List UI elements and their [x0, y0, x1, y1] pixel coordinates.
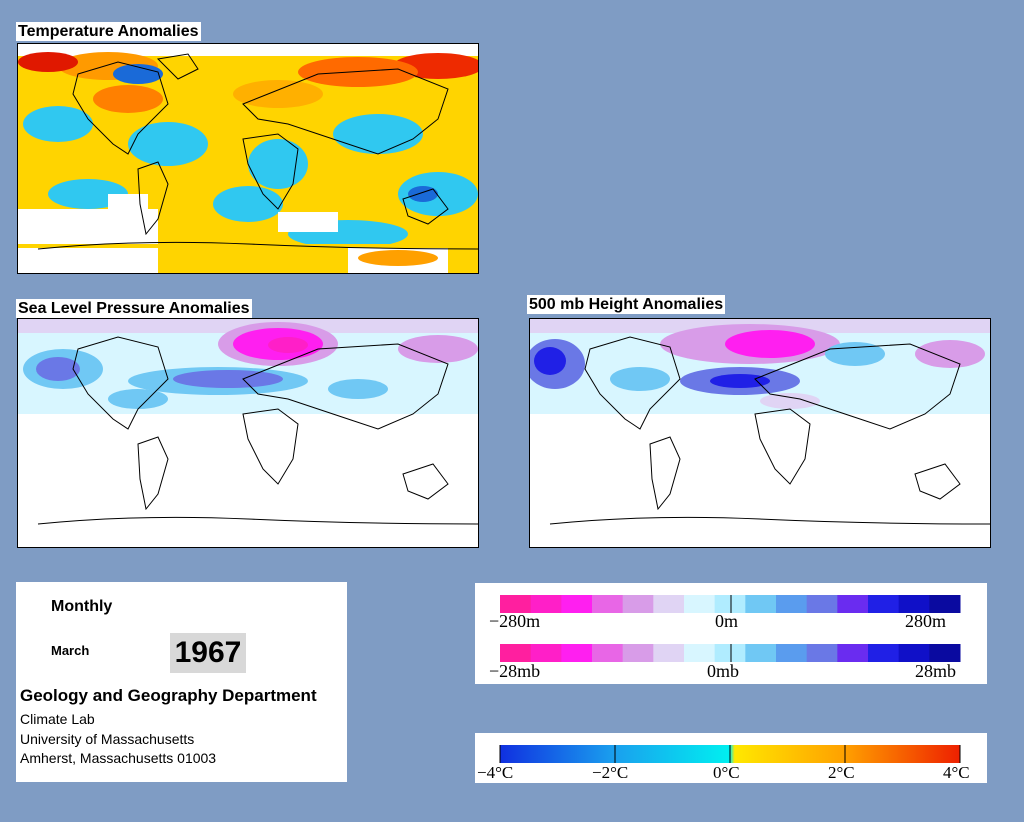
height-bar-swatch — [622, 595, 654, 613]
pressure-bar-swatch — [929, 644, 961, 662]
slp-anomaly-map — [17, 318, 479, 548]
department-name: Geology and Geography Department — [20, 686, 317, 705]
pressure-bar-swatch — [530, 644, 562, 662]
height-bar-swatch — [929, 595, 961, 613]
pressure-color-bar — [500, 644, 961, 662]
height-bar-swatch — [806, 595, 838, 613]
height-color-bar — [500, 595, 961, 613]
height-bar-swatch — [500, 595, 532, 613]
height-bar-swatch — [684, 595, 716, 613]
pressure-bar-swatch — [561, 644, 593, 662]
height500-anomaly-map — [529, 318, 991, 548]
height-min-label: −280m — [489, 611, 540, 631]
temperature-panel-title: Temperature Anomalies — [16, 22, 201, 41]
height-max-label: 280m — [905, 611, 946, 631]
height-mid-label: 0m — [715, 611, 738, 631]
pressure-bar-swatch — [837, 644, 869, 662]
lab-name: Climate Lab — [20, 711, 95, 727]
temp-label-neg2: −2°C — [592, 763, 628, 782]
height-bar-swatch — [714, 595, 746, 613]
period-label: Monthly — [51, 598, 113, 615]
height-bar-swatch — [653, 595, 685, 613]
height500-panel-title: 500 mb Height Anomalies — [527, 295, 726, 314]
height-bar-swatch — [561, 595, 593, 613]
temp-label-neg4: −4°C — [477, 763, 513, 782]
pressure-bar-swatch — [868, 644, 900, 662]
university-name: University of Massachusetts — [20, 731, 195, 747]
pressure-bar-swatch — [745, 644, 777, 662]
temp-label-2: 2°C — [828, 763, 855, 782]
pressure-bar-swatch — [592, 644, 624, 662]
address-line: Amherst, Massachusetts 01003 — [20, 750, 217, 766]
pressure-bar-swatch — [622, 644, 654, 662]
temperature-legend-box: −4°C −2°C 0°C 2°C 4°C — [475, 733, 987, 783]
pressure-bar-swatch — [684, 644, 716, 662]
pressure-max-label: 28mb — [915, 661, 956, 681]
pressure-bar-swatch — [898, 644, 930, 662]
pressure-bar-swatch — [653, 644, 685, 662]
height-bar-swatch — [776, 595, 808, 613]
temp-label-0: 0°C — [713, 763, 740, 782]
height-bar-swatch — [837, 595, 869, 613]
height-bar-swatch — [530, 595, 562, 613]
hp-legend-box: −280m 0m 280m −28mb 0mb 28mb — [475, 583, 987, 684]
height-bar-swatch — [745, 595, 777, 613]
pressure-bar-swatch — [714, 644, 746, 662]
height-bar-swatch — [592, 595, 624, 613]
temperature-anomaly-map — [17, 43, 479, 274]
slp-panel-title: Sea Level Pressure Anomalies — [16, 299, 252, 318]
temp-label-4: 4°C — [943, 763, 970, 782]
height-bar-swatch — [868, 595, 900, 613]
pressure-bar-swatch — [806, 644, 838, 662]
height-bar-swatch — [898, 595, 930, 613]
pressure-min-label: −28mb — [489, 661, 540, 681]
month-label: March — [51, 643, 90, 658]
pressure-mid-label: 0mb — [707, 661, 739, 681]
pressure-bar-swatch — [500, 644, 532, 662]
year-label: 1967 — [170, 633, 246, 673]
info-panel: Monthly March 1967 Geology and Geography… — [16, 582, 347, 782]
pressure-bar-swatch — [776, 644, 808, 662]
